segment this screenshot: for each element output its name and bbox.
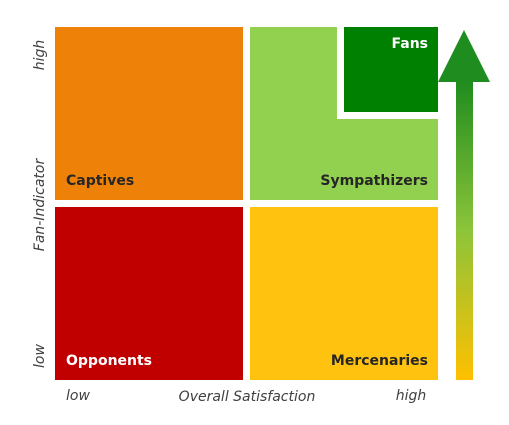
fans-box [344, 27, 438, 112]
opponents-box [55, 207, 243, 380]
fans-label: Fans [392, 36, 429, 52]
y-high-label: high [32, 40, 48, 71]
sympathizers-label: Sympathizers [320, 173, 428, 189]
x-high-label: high [396, 388, 427, 404]
captives-box [55, 27, 243, 200]
mercenaries-box [250, 207, 438, 380]
captives-label: Captives [66, 173, 134, 189]
arrow-head [438, 30, 490, 82]
opponents-label: Opponents [66, 353, 152, 369]
mercenaries-label: Mercenaries [331, 353, 428, 369]
arrow-shaft [456, 80, 473, 380]
y-low-label: low [32, 343, 48, 367]
x-axis-title: Overall Satisfaction [179, 389, 316, 405]
x-low-label: low [66, 388, 90, 404]
y-axis-title: Fan-Indicator [32, 158, 48, 252]
